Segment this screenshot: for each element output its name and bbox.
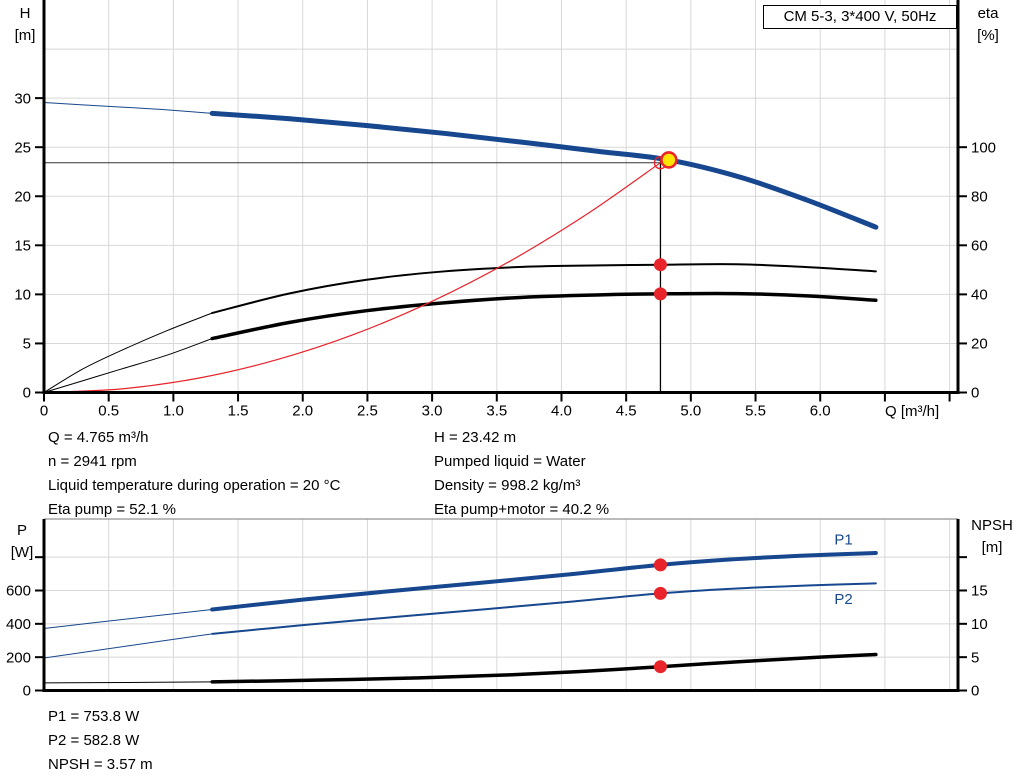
y-right-tick-label: 0 bbox=[971, 385, 979, 402]
results-top-right: H = 23.42 m Pumped liquid = Water Densit… bbox=[434, 426, 609, 522]
chart-power-npsh: P1 P2 0 200 400 600 0 5 10 15 bbox=[6, 518, 988, 700]
x-tick-label: 3.5 bbox=[486, 403, 507, 420]
h-axis-unit: [m] bbox=[14, 27, 36, 44]
y-right-tick-label: 10 bbox=[971, 616, 988, 633]
result-pumped-liquid: Pumped liquid = Water bbox=[434, 453, 586, 470]
y-right-tick-label: 60 bbox=[971, 238, 988, 255]
q-axis-label: Q [m³/h] bbox=[885, 403, 940, 420]
result-p2: P2 = 582.8 W bbox=[48, 732, 140, 749]
p2-point bbox=[653, 586, 667, 600]
eta-pump-motor-point bbox=[653, 287, 667, 301]
y-left-tick-label: 0 bbox=[23, 385, 31, 402]
y-left-tick-label: 20 bbox=[14, 188, 31, 205]
p1-point bbox=[653, 558, 667, 572]
y-right-tick-label: 5 bbox=[971, 649, 979, 666]
x-tick-label: 1.0 bbox=[163, 403, 184, 420]
axis-ticks-and-labels: 0 200 400 600 0 5 10 15 bbox=[6, 556, 988, 700]
x-tick-label: 4.5 bbox=[616, 403, 637, 420]
y-right-tick-label: 80 bbox=[971, 188, 988, 205]
results-bottom: P1 = 753.8 W P2 = 582.8 W NPSH = 3.57 m bbox=[48, 705, 153, 777]
eta-axis-label: eta [%] bbox=[966, 3, 1010, 47]
result-q: Q = 4.765 m³/h bbox=[48, 429, 149, 446]
P2-curve-label: P2 bbox=[834, 591, 852, 608]
npsh-axis-label: NPSH [m] bbox=[964, 515, 1020, 559]
h-axis-label: H [m] bbox=[6, 3, 44, 47]
y-left-tick-label: 15 bbox=[14, 238, 31, 255]
p-axis-unit: [W] bbox=[10, 544, 34, 561]
pump-curve-H-minflow-ext bbox=[43, 102, 213, 114]
P2-curve bbox=[43, 582, 877, 659]
y-right-tick-label: 40 bbox=[971, 287, 988, 304]
result-density: Density = 998.2 kg/m³ bbox=[434, 477, 581, 494]
eta-axis-unit: [%] bbox=[977, 27, 999, 44]
P1-curve bbox=[43, 551, 878, 629]
y-left-tick-label: 200 bbox=[6, 649, 31, 666]
result-eta-pump: Eta pump = 52.1 % bbox=[48, 501, 176, 518]
system-curve-curve bbox=[43, 162, 661, 394]
x-tick-label: 4.0 bbox=[551, 403, 572, 420]
x-tick-label: 2.5 bbox=[357, 403, 378, 420]
y-right-tick-label: 0 bbox=[971, 683, 979, 700]
operating-point[interactable] bbox=[660, 151, 678, 169]
NPSH-curve bbox=[43, 652, 878, 684]
eta-pump-minflow-ext bbox=[43, 312, 213, 393]
NPSH-minflow-ext bbox=[43, 681, 213, 684]
npsh-axis-name: NPSH bbox=[971, 517, 1013, 534]
y-left-tick-label: 0 bbox=[23, 683, 31, 700]
npsh-point bbox=[653, 660, 667, 674]
y-left-tick-label: 25 bbox=[14, 139, 31, 156]
result-npsh: NPSH = 3.57 m bbox=[48, 756, 153, 773]
y-left-tick-label: 10 bbox=[14, 287, 31, 304]
p-axis-label: P [W] bbox=[2, 520, 42, 564]
x-tick-label: 3.0 bbox=[422, 403, 443, 420]
x-tick-label: 0.5 bbox=[98, 403, 119, 420]
eta-axis-name: eta bbox=[977, 5, 999, 22]
y-right-tick-label: 20 bbox=[971, 336, 988, 353]
x-tick-label: 2.0 bbox=[292, 403, 313, 420]
gridlines bbox=[44, 0, 958, 393]
y-right-tick-label: 15 bbox=[971, 583, 988, 600]
x-tick-label: 6.0 bbox=[810, 403, 831, 420]
npsh-axis-unit: [m] bbox=[981, 539, 1003, 556]
y-right-tick-label: 100 bbox=[971, 139, 996, 156]
chart-head-eta: 0 5 10 15 20 25 30 0 20 40 60 80 100 0 0.5 1.0 1.5 2.0 2.5… bbox=[14, 0, 996, 420]
P2-minflow-ext bbox=[43, 633, 213, 659]
y-left-tick-label: 30 bbox=[14, 90, 31, 107]
y-left-tick-label: 5 bbox=[23, 336, 31, 353]
axes bbox=[42, 519, 960, 692]
y-left-tick-label: 600 bbox=[6, 583, 31, 600]
axis-ticks-and-labels: 0 5 10 15 20 25 30 0 20 40 60 80 100 0 0.5 1.0 1.5 2.0 2.5… bbox=[14, 90, 996, 419]
gridlines bbox=[44, 518, 958, 691]
eta-pump-curve bbox=[43, 263, 877, 393]
result-liquid-temp: Liquid temperature during operation = 20… bbox=[48, 477, 341, 494]
eta-pump-motor-curve bbox=[43, 291, 878, 393]
p-axis-name: P bbox=[16, 522, 27, 539]
result-eta-pump-motor: Eta pump+motor = 40.2 % bbox=[434, 501, 610, 518]
x-tick-label: 0 bbox=[40, 403, 48, 420]
results-top-left: Q = 4.765 m³/h n = 2941 rpm Liquid tempe… bbox=[48, 426, 340, 522]
axes bbox=[42, 0, 960, 394]
eta-pump-motor-minflow-ext bbox=[43, 338, 213, 393]
h-axis-name: H bbox=[19, 5, 31, 22]
P1-curve-label: P1 bbox=[834, 532, 852, 549]
x-tick-label: 1.5 bbox=[228, 403, 249, 420]
y-left-tick-label: 400 bbox=[6, 616, 31, 633]
result-n: n = 2941 rpm bbox=[48, 453, 137, 470]
x-tick-label: 5.0 bbox=[680, 403, 701, 420]
pump-type-box: CM 5-3, 3*400 V, 50Hz bbox=[763, 5, 957, 29]
pump-curve-H-curve bbox=[43, 102, 879, 230]
x-tick-label: 5.5 bbox=[745, 403, 766, 420]
P1-minflow-ext bbox=[43, 609, 213, 629]
result-h: H = 23.42 m bbox=[434, 429, 517, 446]
result-p1: P1 = 753.8 W bbox=[48, 708, 140, 725]
eta-pump-point bbox=[653, 258, 667, 272]
